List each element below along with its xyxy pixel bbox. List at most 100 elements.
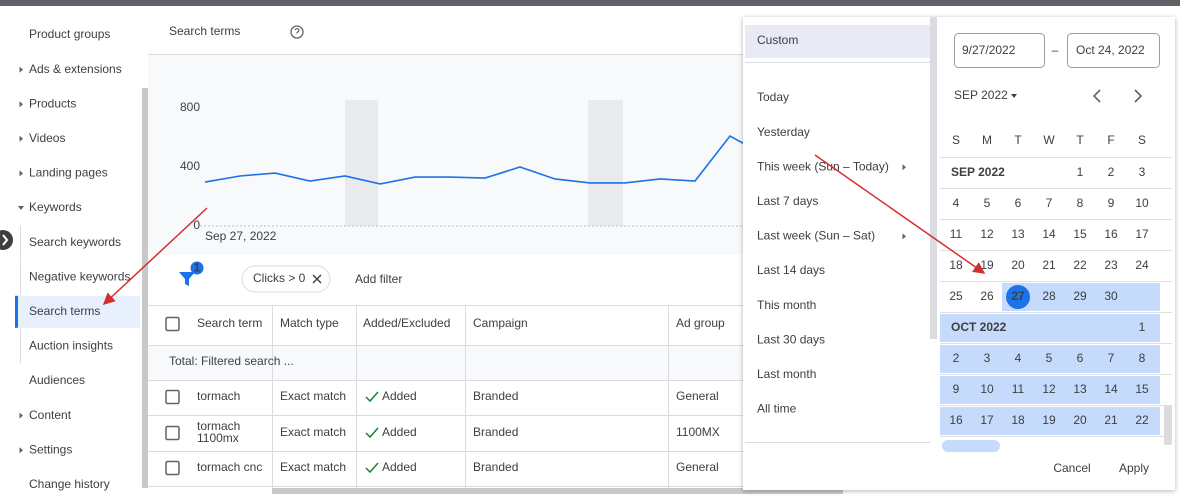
calendar-day[interactable]: 15 xyxy=(1135,382,1149,396)
column-header[interactable]: Added/Excluded xyxy=(363,316,450,330)
calendar-day[interactable]: 24 xyxy=(1135,258,1149,272)
checkbox[interactable] xyxy=(165,460,180,476)
calendar-day[interactable]: 5 xyxy=(1046,351,1053,365)
apply-button[interactable]: Apply xyxy=(1119,461,1149,475)
calendar-day[interactable]: 16 xyxy=(949,413,963,427)
table-cell[interactable]: Branded xyxy=(473,389,518,403)
calendar-day[interactable]: 22 xyxy=(1135,413,1149,427)
table-cell[interactable]: General xyxy=(676,460,719,474)
calendar-day[interactable]: 7 xyxy=(1108,351,1115,365)
column-header[interactable]: Search term xyxy=(197,316,262,330)
add-filter[interactable]: Add filter xyxy=(355,272,402,286)
nav-item[interactable]: Content xyxy=(29,408,72,422)
calendar-day[interactable]: 22 xyxy=(1073,258,1087,272)
table-cell[interactable]: Branded xyxy=(473,460,518,474)
start-date-input[interactable] xyxy=(954,33,1045,68)
calendar-day[interactable]: 4 xyxy=(953,196,960,210)
calendar-day[interactable]: 3 xyxy=(1139,165,1146,179)
calendar-day[interactable]: 7 xyxy=(1046,196,1053,210)
date-option[interactable]: All time xyxy=(757,402,797,416)
calendar-day[interactable]: 1 xyxy=(1139,320,1146,334)
calendar-day[interactable]: 10 xyxy=(1135,196,1149,210)
calendar-day[interactable]: 14 xyxy=(1042,227,1056,241)
calendar-day[interactable]: 10 xyxy=(980,382,994,396)
nav-item[interactable]: Ads & extensions xyxy=(29,62,122,76)
date-option[interactable]: Last 14 days xyxy=(757,263,825,277)
cancel-button[interactable]: Cancel xyxy=(1053,461,1090,475)
date-option[interactable]: Last month xyxy=(757,367,816,381)
column-header[interactable]: Ad group xyxy=(676,316,725,330)
calendar-day[interactable]: 9 xyxy=(1108,196,1115,210)
nav-item[interactable]: Keywords xyxy=(29,200,82,214)
table-cell[interactable]: General xyxy=(676,389,719,403)
calendar-day[interactable]: 19 xyxy=(980,258,994,272)
calendar-day[interactable]: 18 xyxy=(949,258,963,272)
calendar-day[interactable]: 17 xyxy=(980,413,994,427)
nav-item[interactable]: Search keywords xyxy=(29,235,121,249)
column-header[interactable]: Campaign xyxy=(473,316,528,330)
nav-item[interactable]: Videos xyxy=(29,131,65,145)
calendar-day[interactable]: 5 xyxy=(984,196,991,210)
calendar-day[interactable]: 11 xyxy=(950,227,963,241)
nav-item[interactable]: Products xyxy=(29,96,76,110)
column-header[interactable]: Match type xyxy=(280,316,339,330)
date-option[interactable]: Yesterday xyxy=(757,125,810,139)
calendar-day[interactable]: 25 xyxy=(949,289,963,303)
calendar-day[interactable]: 30 xyxy=(1104,289,1118,303)
calendar-day[interactable]: 2 xyxy=(1108,165,1115,179)
date-option[interactable]: This month xyxy=(757,298,816,312)
date-option[interactable]: Last week (Sun – Sat) xyxy=(757,229,875,243)
date-option[interactable]: Last 7 days xyxy=(757,194,818,208)
calendar-day[interactable]: 1 xyxy=(1077,165,1084,179)
calendar-day[interactable]: 12 xyxy=(980,227,994,241)
filter-icon[interactable] xyxy=(179,272,195,286)
nav-item[interactable]: Change history xyxy=(29,477,110,491)
nav-item[interactable]: Landing pages xyxy=(29,166,108,180)
calendar-day[interactable]: 28 xyxy=(1042,289,1056,303)
nav-item[interactable]: Product groups xyxy=(29,27,110,41)
calendar-day[interactable]: 8 xyxy=(1077,196,1084,210)
date-option[interactable]: Last 30 days xyxy=(757,332,825,346)
chip-close[interactable] xyxy=(312,274,322,284)
calendar-day[interactable]: 16 xyxy=(1104,227,1118,241)
calendar-day[interactable]: 3 xyxy=(984,351,991,365)
nav-item[interactable]: Auction insights xyxy=(29,339,113,353)
nav-item[interactable]: Search terms xyxy=(29,304,100,318)
calendar-day[interactable]: 2 xyxy=(953,351,960,365)
calendar-day[interactable]: 23 xyxy=(1104,258,1118,272)
date-option[interactable]: This week (Sun – Today) xyxy=(757,159,889,173)
calendar-day[interactable]: 20 xyxy=(1011,258,1025,272)
checkbox[interactable] xyxy=(165,316,180,332)
calendar-day[interactable]: 9 xyxy=(953,382,960,396)
nav-item[interactable]: Audiences xyxy=(29,373,85,387)
nav-item[interactable]: Negative keywords xyxy=(29,269,130,283)
calendar-day[interactable]: 13 xyxy=(1011,227,1025,241)
calendar-day[interactable]: 20 xyxy=(1073,413,1087,427)
calendar-day[interactable]: 13 xyxy=(1073,382,1087,396)
calendar-day[interactable]: 19 xyxy=(1042,413,1056,427)
next-month[interactable] xyxy=(1134,89,1143,103)
checkbox[interactable] xyxy=(165,425,180,441)
table-cell[interactable]: Branded xyxy=(473,425,518,439)
calendar-day[interactable]: 21 xyxy=(1042,258,1056,272)
end-date-input[interactable] xyxy=(1067,33,1160,68)
calendar-day[interactable]: 18 xyxy=(1011,413,1025,427)
date-option[interactable]: Today xyxy=(757,90,789,104)
calendar-day[interactable]: 15 xyxy=(1073,227,1087,241)
previous-month[interactable] xyxy=(1092,89,1101,103)
date-option[interactable]: Custom xyxy=(757,33,798,47)
calendar-day[interactable]: 29 xyxy=(1073,289,1087,303)
calendar-day[interactable]: 4 xyxy=(1015,351,1022,365)
calendar-day[interactable]: 12 xyxy=(1042,382,1056,396)
nav-item[interactable]: Settings xyxy=(29,442,72,456)
filter-chip[interactable] xyxy=(241,265,331,293)
calendar-day[interactable]: 8 xyxy=(1139,351,1146,365)
month-picker[interactable]: SEP 2022 xyxy=(954,88,1008,102)
calendar-day[interactable]: 21 xyxy=(1104,413,1118,427)
calendar-day[interactable]: 11 xyxy=(1012,382,1025,396)
calendar-day[interactable]: 6 xyxy=(1077,351,1084,365)
calendar-day[interactable]: 6 xyxy=(1015,196,1022,210)
calendar-day[interactable]: 17 xyxy=(1135,227,1149,241)
table-cell[interactable]: 1100MX xyxy=(676,425,720,439)
calendar-day[interactable]: 26 xyxy=(980,289,994,303)
